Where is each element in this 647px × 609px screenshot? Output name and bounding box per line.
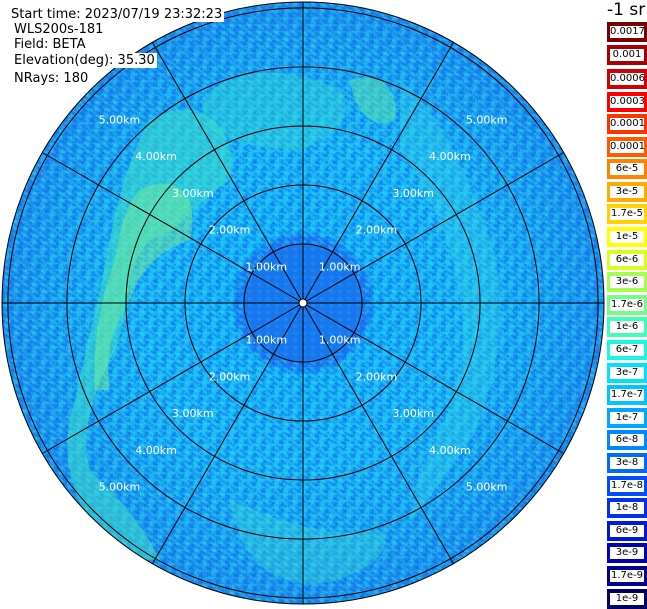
colorbar-unit-label: -1 sr: [607, 0, 646, 20]
colorbar-tick-label: 1.7e-6: [610, 298, 644, 311]
range-ring-label: 2.00km: [356, 370, 398, 383]
colorbar-swatch: 0.0003: [607, 91, 647, 112]
colorbar-swatch: 3e-6: [607, 272, 647, 293]
colorbar-swatch: 1e-9: [607, 588, 647, 609]
colorbar-tick-label: 3e-7: [610, 366, 644, 379]
range-ring-label: 1.00km: [245, 260, 287, 273]
azimuth-spoke: [302, 42, 454, 304]
range-ring-label: 4.00km: [135, 150, 177, 163]
ppi-scan-plot: 1.00km 1.00km 1.00km 1.00km 2.00km 2.00km 2.00…: [1, 1, 605, 605]
nrays-label: NRays: 180: [12, 71, 91, 86]
colorbar-tick-label: 3e-9: [610, 547, 644, 560]
range-ring-label: 1.00km: [319, 334, 361, 347]
range-ring-label: 5.00km: [466, 113, 508, 126]
colorbar-swatch: 3e-9: [607, 543, 647, 564]
range-ring-label: 2.00km: [209, 224, 251, 237]
colorbar-swatch: 6e-8: [607, 430, 647, 451]
colorbar-tick-label: 6e-8: [610, 434, 644, 447]
range-ring-label: 5.00km: [466, 481, 508, 494]
colorbar-tick-label: 0.0001: [610, 140, 644, 153]
range-ring-label: 3.00km: [172, 187, 214, 200]
colorbar-tick-label: 3e-6: [610, 276, 644, 289]
colorbar-swatch: 1.7e-5: [607, 204, 647, 225]
instrument-label: WLS200s-181: [12, 22, 106, 37]
colorbar-tick-label: 1.7e-8: [610, 479, 644, 492]
range-ring-label: 3.00km: [172, 407, 214, 420]
colorbar-tick-label: 1e-9: [610, 592, 644, 605]
colorbar-tick-label: 0.0006: [610, 72, 644, 85]
field-label: Field: BETA: [12, 37, 88, 52]
range-ring-label: 2.00km: [356, 224, 398, 237]
colorbar-swatch: 6e-7: [607, 340, 647, 360]
colorbar-tick-label: 0.001: [610, 49, 644, 62]
radar-center-marker: [298, 298, 308, 308]
colorbar-swatch: 1e-8: [607, 498, 647, 519]
colorbar-swatch: 0.0006: [607, 68, 647, 89]
colorbar-tick-label: 1.7e-5: [610, 208, 644, 221]
aerosol-band-north: [200, 72, 347, 150]
colorbar-swatch: 0.001: [607, 45, 647, 66]
colorbar-swatch: 1e-7: [607, 407, 647, 428]
colorbar-tick-label: 6e-6: [610, 253, 644, 266]
colorbar-swatch: 0.00017: [607, 114, 647, 134]
azimuth-spoke: [302, 302, 454, 564]
colorbar-tick-label: 1e-6: [610, 321, 644, 334]
colorbar-tick-label: 1e-5: [610, 231, 644, 243]
range-ring-label: 1.00km: [245, 334, 287, 347]
colorbar-swatch: 1.7e-6: [607, 294, 647, 315]
colorbar-tick-label: 6e-5: [610, 163, 644, 176]
azimuth-spoke: [152, 302, 304, 564]
azimuth-spoke: [42, 152, 304, 304]
range-ring-label: 3.00km: [392, 187, 434, 200]
azimuth-spoke: [42, 302, 304, 454]
colorbar-tick-label: 1.7e-9: [610, 570, 644, 582]
range-ring-label: 1.00km: [319, 260, 361, 273]
colorbar-tick-label: 0.00017: [610, 118, 644, 130]
colorbar-tick-label: 3e-8: [610, 457, 644, 469]
colorbar-tick-label: 6e-7: [610, 344, 644, 356]
colorbar-swatch: 6e-6: [607, 249, 647, 270]
range-ring-label: 5.00km: [99, 113, 141, 126]
range-ring-label: 4.00km: [429, 150, 471, 163]
colorbar-swatch: 1.7e-9: [607, 566, 647, 586]
colorbar-swatch: 6e-5: [607, 159, 647, 180]
colorbar-tick-label: 1e-7: [610, 411, 644, 424]
colorbar-tick-label: 1.7e-7: [610, 389, 644, 402]
colorbar-swatch: 3e-5: [607, 181, 647, 202]
colorbar-swatch: 1e-5: [607, 227, 647, 247]
polar-grid: [1, 1, 605, 605]
aerosol-band-west: [67, 109, 232, 560]
colorbar-swatch: 1e-6: [607, 317, 647, 338]
colorbar-tick-label: 3e-5: [610, 185, 644, 198]
colorbar-tick-label: 0.0003: [610, 95, 644, 108]
range-ring-label: 4.00km: [135, 444, 177, 457]
azimuth-spoke: [302, 302, 564, 454]
range-ring-label: 2.00km: [209, 370, 251, 383]
range-ring-label: 3.00km: [392, 407, 434, 420]
start-time-label: Start time: 2023/07/19 23:32:23: [9, 7, 225, 22]
elevation-label: Elevation(deg): 35.30: [12, 53, 157, 68]
aerosol-band-east: [400, 80, 501, 520]
colorbar-swatch: 3e-8: [607, 453, 647, 473]
colorbar-tick-label: 0.0017: [610, 26, 644, 38]
colorbar-swatch: 6e-9: [607, 520, 647, 541]
range-ring-label: 4.00km: [429, 444, 471, 457]
azimuth-spoke: [152, 42, 304, 304]
colorbar-tick-label: 6e-9: [610, 524, 644, 537]
colorbar-swatch: 0.0001: [607, 136, 647, 157]
colorbar-swatch: 3e-7: [607, 362, 647, 383]
colorbar-swatch: 1.7e-7: [607, 385, 647, 406]
range-ring-label: 5.00km: [99, 481, 141, 494]
colorbar-swatch: 0.0017: [607, 22, 647, 42]
colorbar-tick-label: 1e-8: [610, 502, 644, 515]
azimuth-spoke: [302, 152, 564, 304]
colorbar-swatch: 1.7e-8: [607, 475, 647, 496]
